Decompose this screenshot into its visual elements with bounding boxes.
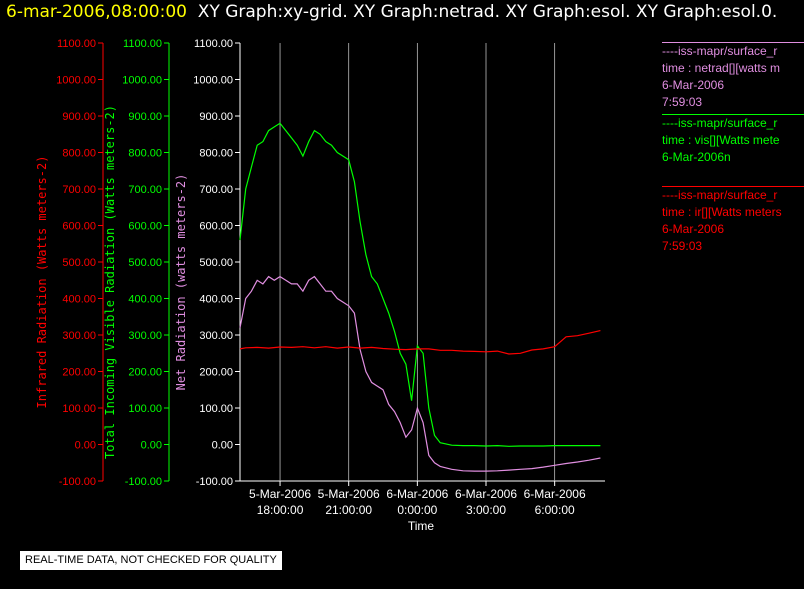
y-tick-label-ir: 200.00 [62, 367, 96, 379]
y-tick-label-netrad: 200.00 [199, 367, 233, 379]
legend-ir: ----iss-mapr/surface_r time : ir[][Watts… [662, 186, 804, 255]
y-tick-label-netrad: -100.00 [196, 476, 233, 488]
y-tick-label-ir: -100.00 [59, 476, 96, 488]
y-tick-label-ir: 500.00 [62, 257, 96, 269]
legend-vis-date: 6-Mar-2006n [662, 150, 731, 164]
x-tick-time: 21:00:00 [325, 503, 372, 517]
y-tick-label-netrad: 300.00 [199, 330, 233, 342]
x-tick-time: 6:00:00 [535, 503, 575, 517]
legend-ir-variable: time : ir[][Watts meters [662, 205, 782, 219]
x-tick-date: 5-Mar-2006 [249, 487, 311, 501]
legend-ir-time: 7:59:03 [662, 239, 703, 253]
y-tick-label-ir: 800.00 [62, 148, 96, 160]
quality-disclaimer: REAL-TIME DATA, NOT CHECKED FOR QUALITY [20, 551, 282, 570]
y-tick-label-netrad: 500.00 [199, 257, 233, 269]
y-tick-label-netrad: 100.00 [199, 403, 233, 415]
y-axis-label-ir: Infrared Radiation (Watts meters-2) [35, 156, 49, 409]
grid-layer [279, 43, 556, 481]
y-tick-label-vis: 600.00 [128, 221, 162, 233]
y-tick-label-netrad: 400.00 [199, 294, 233, 306]
y-tick-label-vis: 900.00 [128, 111, 162, 123]
series-line-netrad [239, 275, 601, 472]
y-tick-label-vis: 0.00 [141, 440, 162, 452]
y-tick-label-ir: 100.00 [62, 403, 96, 415]
y-tick-label-vis: 800.00 [128, 148, 162, 160]
y-tick-label-vis: 300.00 [128, 330, 162, 342]
legend-vis-source: ----iss-mapr/surface_r [662, 114, 804, 132]
x-tick-date: 6-Mar-2006 [386, 487, 448, 501]
x-tick-time: 18:00:00 [257, 503, 304, 517]
legend-ir-date: 6-Mar-2006 [662, 222, 725, 236]
legend-ir-source: ----iss-mapr/surface_r [662, 186, 804, 204]
y-tick-label-vis: 1100.00 [123, 38, 162, 50]
y-tick-label-ir: 700.00 [62, 184, 96, 196]
legend-vis-variable: time : vis[][Watts mete [662, 133, 780, 147]
legend-netrad-variable: time : netrad[][watts m [662, 61, 781, 75]
y-axis-label-vis: Total Incoming Visible Radiation (Watts … [103, 105, 117, 459]
legend-netrad: ----iss-mapr/surface_r time : netrad[][w… [662, 42, 804, 111]
legend-netrad-time: 7:59:03 [662, 95, 703, 109]
legend-netrad-source: ----iss-mapr/surface_r [662, 42, 804, 60]
y-tick-label-netrad: 1000.00 [193, 75, 233, 87]
series-layer [239, 122, 601, 472]
y-tick-label-netrad: 600.00 [199, 221, 233, 233]
y-axis-label-netrad: Net Radiation (watts meters-2) [174, 174, 188, 391]
axes-layer: 1100.00 1000.00 900.00 800.00 700.00 600.00 50… [35, 38, 605, 533]
series-line-vis [239, 122, 601, 447]
y-tick-label-ir: 0.00 [75, 440, 96, 452]
graph-names: XY Graph:xy-grid. XY Graph:netrad. XY Gr… [197, 2, 778, 22]
y-tick-label-netrad: 900.00 [199, 111, 233, 123]
y-tick-label-vis: 400.00 [128, 294, 162, 306]
x-tick-date: 6-Mar-2006 [524, 487, 586, 501]
y-tick-label-vis: 200.00 [128, 367, 162, 379]
y-tick-label-ir: 1100.00 [57, 38, 96, 50]
y-tick-label-netrad: 700.00 [199, 184, 233, 196]
graph-date: 6-mar-2006,08:00:00 [6, 2, 187, 22]
y-tick-label-vis: -100.00 [125, 476, 162, 488]
y-tick-label-netrad: 800.00 [199, 148, 233, 160]
x-tick-time: 0:00:00 [397, 503, 437, 517]
x-tick-time: 3:00:00 [466, 503, 506, 517]
y-tick-label-ir: 300.00 [62, 330, 96, 342]
x-tick-date: 5-Mar-2006 [318, 487, 380, 501]
y-tick-label-ir: 600.00 [62, 221, 96, 233]
legend-vis: ----iss-mapr/surface_r time : vis[][Watt… [662, 114, 804, 166]
y-tick-label-ir: 400.00 [62, 294, 96, 306]
y-tick-label-ir: 900.00 [62, 111, 96, 123]
x-tick-date: 6-Mar-2006 [455, 487, 517, 501]
y-tick-label-vis: 500.00 [128, 257, 162, 269]
series-line-ir [239, 330, 601, 355]
x-axis-label: Time [408, 519, 435, 533]
graph-title: 6-mar-2006,08:00:00 XY Graph:xy-grid. XY… [6, 2, 777, 22]
y-tick-label-ir: 1000.00 [56, 75, 96, 87]
y-tick-label-netrad: 0.00 [212, 440, 233, 452]
y-tick-label-vis: 100.00 [128, 403, 162, 415]
y-tick-label-netrad: 1100.00 [194, 38, 233, 50]
legend-netrad-date: 6-Mar-2006 [662, 78, 725, 92]
y-tick-label-vis: 700.00 [128, 184, 162, 196]
y-tick-label-vis: 1000.00 [122, 75, 162, 87]
